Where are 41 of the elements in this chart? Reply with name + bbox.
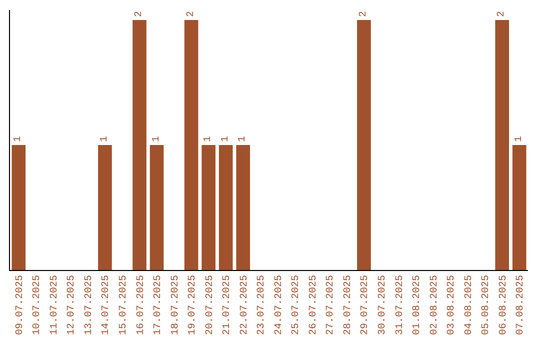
data-label: 2: [186, 10, 197, 17]
x-tick-label: 24.07.2025: [274, 275, 285, 336]
x-tick-label: 14.07.2025: [101, 275, 112, 336]
x-tick-label: 05.08.2025: [481, 275, 492, 336]
x-tick-label: 26.07.2025: [308, 275, 320, 336]
data-label: 1: [238, 136, 249, 142]
x-tick-label: 17.07.2025: [153, 275, 164, 336]
x-tick-label: 31.07.2025: [394, 275, 406, 336]
x-tick-label: 01.08.2025: [412, 275, 424, 336]
x-tick-label: 28.07.2025: [342, 275, 354, 336]
x-tick-label: 18.07.2025: [170, 275, 182, 336]
data-label: 1: [99, 136, 110, 142]
x-tick-label: 07.08.2025: [516, 275, 527, 336]
x-tick-label: 04.08.2025: [464, 275, 475, 336]
x-tick-label: 20.07.2025: [204, 275, 216, 336]
x-tick-label: 09.07.2025: [14, 275, 26, 336]
x-tick-label: 16.07.2025: [136, 275, 147, 336]
data-label: 2: [358, 10, 370, 17]
data-label: 1: [151, 136, 162, 142]
data-label: 2: [496, 10, 508, 17]
x-tick-label: 27.07.2025: [326, 275, 337, 336]
x-tick-label: 15.07.2025: [118, 275, 130, 336]
x-tick-label: 21.07.2025: [222, 275, 234, 336]
x-tick-label: 10.07.2025: [32, 275, 44, 336]
x-tick-label: 06.08.2025: [498, 275, 510, 336]
x-tick-label: 29.07.2025: [360, 275, 372, 336]
data-label: 1: [203, 136, 214, 142]
data-label: 1: [220, 136, 232, 142]
x-tick-label: 13.07.2025: [84, 275, 95, 336]
x-tick-label: 12.07.2025: [66, 275, 78, 336]
data-label: 2: [134, 10, 145, 17]
x-tick-label: 11.07.2025: [49, 275, 60, 336]
x-tick-label: 03.08.2025: [446, 275, 458, 336]
x-tick-label: 19.07.2025: [188, 275, 199, 336]
x-tick-label: 25.07.2025: [291, 275, 302, 336]
x-tick-label: 22.07.2025: [239, 275, 250, 336]
data-label: 1: [13, 136, 24, 142]
x-tick-label: 30.07.2025: [377, 275, 388, 336]
x-tick-label: 23.07.2025: [256, 275, 268, 336]
data-label: 1: [514, 136, 525, 142]
x-tick-label: 02.08.2025: [429, 275, 440, 336]
